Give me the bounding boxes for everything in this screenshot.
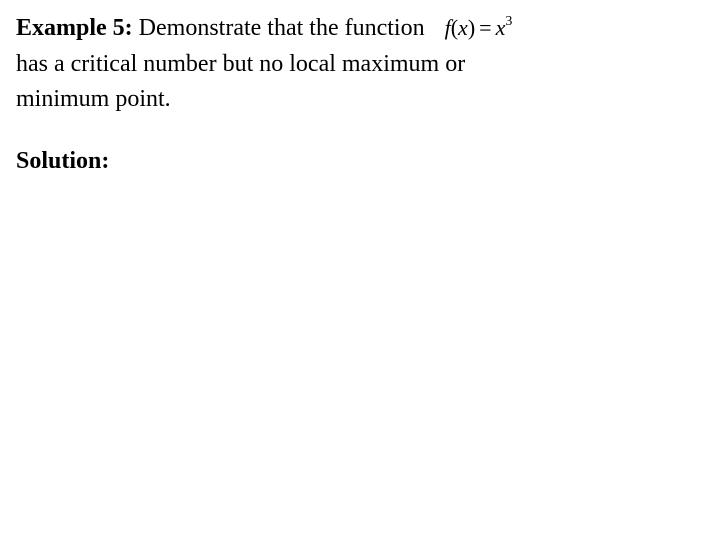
formula: f(x)=x3 [445, 13, 513, 44]
formula-equals: = [479, 15, 491, 40]
example-label: Example 5: [16, 15, 133, 41]
example-text-3: minimum point. [16, 86, 171, 112]
example-text-2: has a critical number but no local maxim… [16, 51, 465, 77]
document-content: Example 5: Demonstrate that the function… [16, 12, 704, 178]
solution-label: Solution: [16, 148, 109, 174]
solution-heading: Solution: [16, 145, 704, 179]
example-text-1: Demonstrate that the function [133, 15, 425, 41]
formula-rhs-var: x [496, 15, 506, 40]
example-line-3: minimum point. [16, 83, 704, 117]
example-prompt-line1: Example 5: Demonstrate that the function [16, 12, 425, 46]
example-line-1: Example 5: Demonstrate that the function… [16, 12, 704, 46]
formula-paren-close: ) [468, 15, 475, 40]
formula-paren-open: ( [451, 15, 458, 40]
formula-exponent: 3 [505, 14, 512, 29]
example-line-2: has a critical number but no local maxim… [16, 48, 704, 82]
formula-var-x: x [458, 15, 468, 40]
